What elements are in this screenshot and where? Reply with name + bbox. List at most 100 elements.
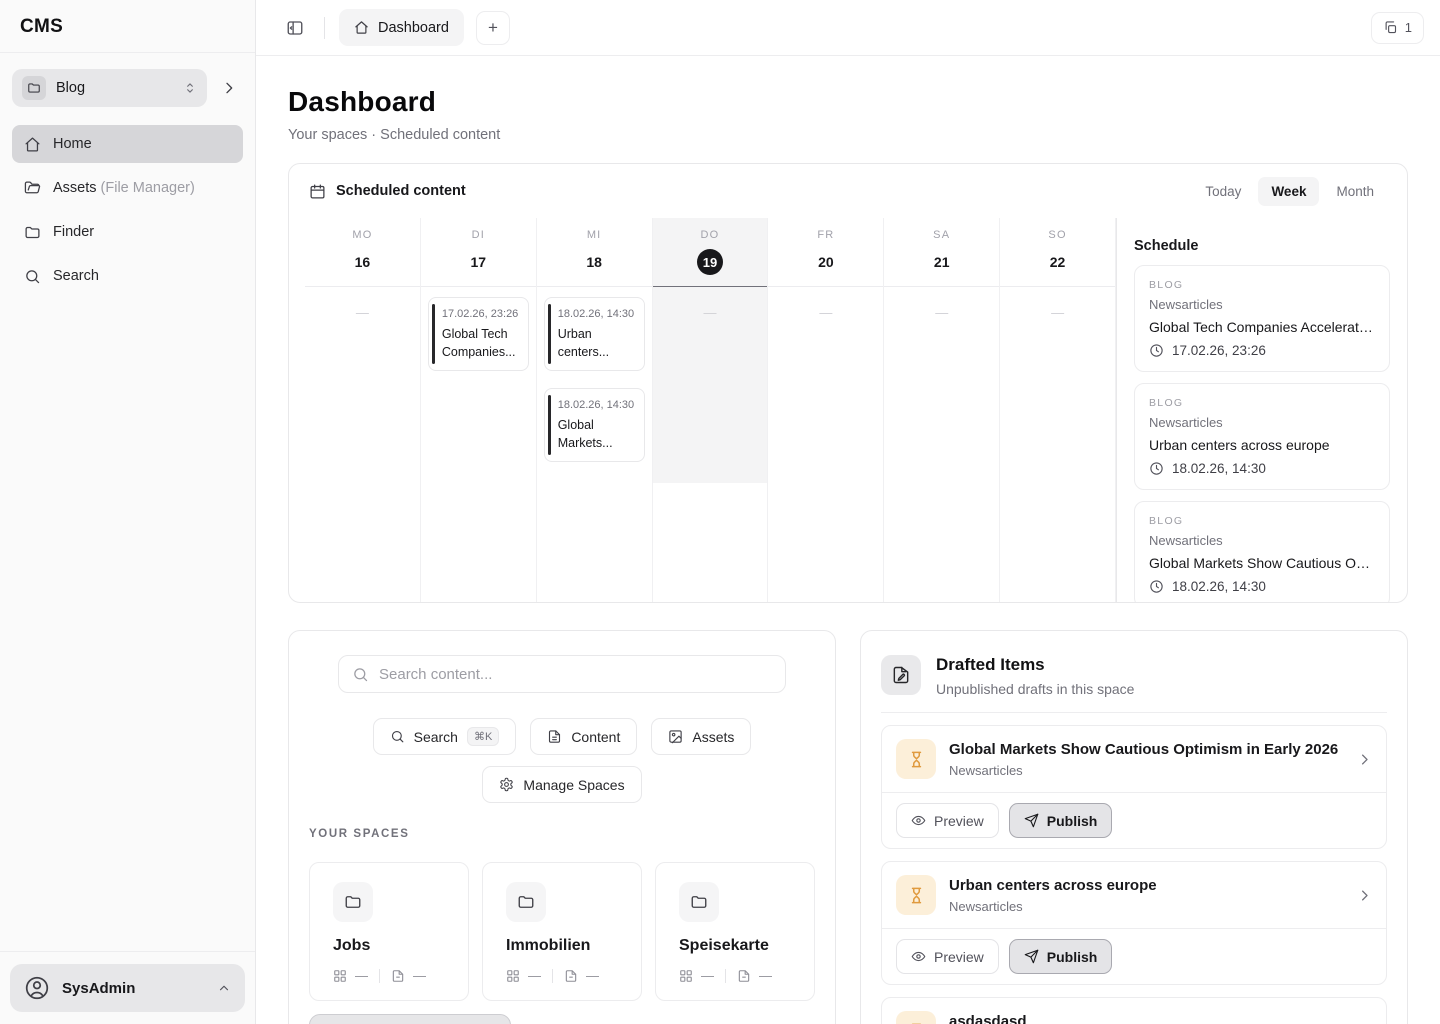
space-expand-button[interactable] (215, 74, 243, 102)
schedule-item-title: Global Markets Show Cautious Opt... (1149, 555, 1375, 571)
draft-item-main[interactable]: Global Markets Show Cautious Optimism in… (882, 726, 1386, 792)
schedule-item-title: Global Tech Companies Accelerate... (1149, 319, 1375, 335)
calendar-day-header: SA 21 (884, 218, 1000, 287)
draft-item-main[interactable]: asdasdasd Newsarticles (882, 998, 1386, 1024)
stat-value: — (413, 968, 426, 983)
draft-space: Newsarticles (949, 762, 1023, 778)
calendar-event[interactable]: 18.02.26, 14:30 Urban centers... (543, 297, 645, 372)
calendar-day-cell[interactable]: — (1000, 287, 1115, 483)
draft-actions: Preview Publish (882, 792, 1386, 848)
grid-icon (679, 969, 693, 983)
publish-button[interactable]: Publish (1008, 939, 1113, 974)
drafted-items-title: Drafted Items (936, 655, 1045, 674)
sidebar-item-finder[interactable]: Finder (12, 213, 243, 251)
schedule-item[interactable]: BLOG Newsarticles Urban centers across e… (1134, 383, 1390, 490)
calendar-day-cell[interactable]: 17.02.26, 23:26 Global Tech Companies... (421, 287, 536, 483)
search-button[interactable]: Search ⌘K (372, 718, 517, 755)
calendar-day-header: DI 17 (420, 218, 536, 287)
sidebar-footer: SysAdmin (0, 951, 255, 1024)
gear-icon (499, 777, 514, 792)
clock-icon (1149, 579, 1164, 594)
preview-button[interactable]: Preview (896, 803, 999, 838)
view-today-button[interactable]: Today (1192, 177, 1254, 206)
draft-item-main[interactable]: Urban centers across europe Newsarticles (882, 862, 1386, 928)
draft-title: Global Markets Show Cautious Optimism in… (949, 740, 1339, 758)
calendar-column-sa: SA 21 — (884, 218, 1001, 602)
image-icon (668, 729, 683, 744)
calendar-column-fr: FR 20 — (768, 218, 885, 602)
calendar-day-header: DO 19 (652, 218, 768, 287)
document-icon (547, 729, 562, 744)
schedule-item[interactable]: BLOG Newsarticles Global Markets Show Ca… (1134, 501, 1390, 602)
sidebar-item-assets[interactable]: Assets (File Manager) (12, 169, 243, 207)
search-content-input[interactable] (379, 665, 772, 683)
hourglass-icon (896, 739, 936, 779)
draft-texts: Urban centers across europe Newsarticles (949, 877, 1344, 914)
space-card-immobilien[interactable]: Immobilien — — (482, 862, 642, 1001)
calendar-day-cell[interactable]: — (652, 287, 768, 483)
sidebar-item-label: Finder (53, 224, 95, 240)
view-week-button[interactable]: Week (1258, 176, 1320, 206)
search-icon (352, 666, 369, 683)
tab-label: Dashboard (378, 19, 449, 36)
schedule-panel-title: Schedule (1134, 238, 1199, 254)
file-icon (737, 969, 751, 983)
schedule-panel: Schedule BLOG Newsarticles Global Tech C… (1116, 218, 1407, 602)
copy-stack-icon (1385, 21, 1396, 34)
calendar-day-cell[interactable]: — (884, 287, 999, 483)
draft-item: Urban centers across europe Newsarticles… (881, 861, 1387, 985)
app-logo: CMS (0, 0, 255, 53)
sidebar-collapse-button[interactable] (280, 13, 310, 43)
draft-item: Global Markets Show Cautious Optimism in… (881, 725, 1387, 849)
calendar-column-di: DI 17 17.02.26, 23:26 Global Tech Compan… (420, 218, 537, 602)
divider (379, 968, 380, 983)
divider (881, 712, 1387, 713)
view-month-button[interactable]: Month (1323, 177, 1387, 206)
empty-marker: — (703, 305, 717, 320)
space-card-jobs[interactable]: Jobs — — (309, 862, 469, 1001)
scheduled-content-header: Scheduled content Today Week Month (289, 164, 1407, 218)
partially-visible-button[interactable] (309, 1014, 511, 1024)
space-card-list: Jobs — — Immobilien — (309, 862, 815, 1001)
sidebar-item-search[interactable]: Search (12, 257, 243, 295)
publish-button[interactable]: Publish (1008, 803, 1113, 838)
space-selector[interactable]: Blog (12, 69, 207, 107)
sidebar-item-home[interactable]: Home (12, 125, 243, 163)
page-title: Dashboard (288, 86, 437, 117)
preview-button[interactable]: Preview (896, 939, 999, 974)
file-icon (391, 969, 405, 983)
empty-marker: — (355, 305, 369, 320)
assets-button[interactable]: Assets (651, 718, 752, 755)
add-tab-button[interactable]: + (475, 10, 510, 45)
window-stack-button[interactable]: 1 (1370, 11, 1424, 44)
manage-spaces-button[interactable]: Manage Spaces (482, 766, 642, 803)
tab-dashboard[interactable]: Dashboard (339, 9, 464, 46)
calendar-day-cell[interactable]: — (768, 287, 883, 483)
space-card-speisekarte[interactable]: Speisekarte — — (655, 862, 815, 1001)
calendar-day-header: MI 18 (536, 218, 652, 287)
calendar-day-cell[interactable]: — (305, 287, 420, 483)
user-menu-button[interactable]: SysAdmin (10, 964, 245, 1012)
schedule-item-space: Newsarticles (1149, 533, 1223, 548)
calendar-event[interactable]: 18.02.26, 14:30 Global Markets... (543, 388, 645, 463)
content-button[interactable]: Content (530, 718, 638, 755)
schedule-item-category: BLOG (1149, 515, 1184, 527)
calendar-day-header: MO 16 (305, 218, 420, 287)
eye-icon (911, 951, 926, 962)
topbar: Dashboard + 1 (256, 0, 1440, 56)
user-name: SysAdmin (62, 979, 136, 997)
calendar-day-cell[interactable]: 18.02.26, 14:30 Urban centers... 18.02.2… (537, 287, 652, 483)
calendar-event[interactable]: 17.02.26, 23:26 Global Tech Companies... (427, 297, 529, 372)
panel-left-close-icon (287, 20, 303, 35)
search-spaces-card: Search ⌘K Content Assets Mana (288, 630, 836, 1024)
send-icon (1024, 949, 1039, 964)
schedule-item[interactable]: BLOG Newsarticles Global Tech Companies … (1134, 265, 1390, 372)
empty-marker: — (1051, 305, 1065, 320)
sidebar-item-label: Search (53, 268, 99, 284)
empty-marker: — (935, 305, 949, 320)
empty-marker: — (819, 305, 833, 320)
schedule-item-category: BLOG (1149, 279, 1184, 291)
keyboard-shortcut-badge: ⌘K (466, 727, 500, 746)
stat-value: — (586, 968, 599, 983)
